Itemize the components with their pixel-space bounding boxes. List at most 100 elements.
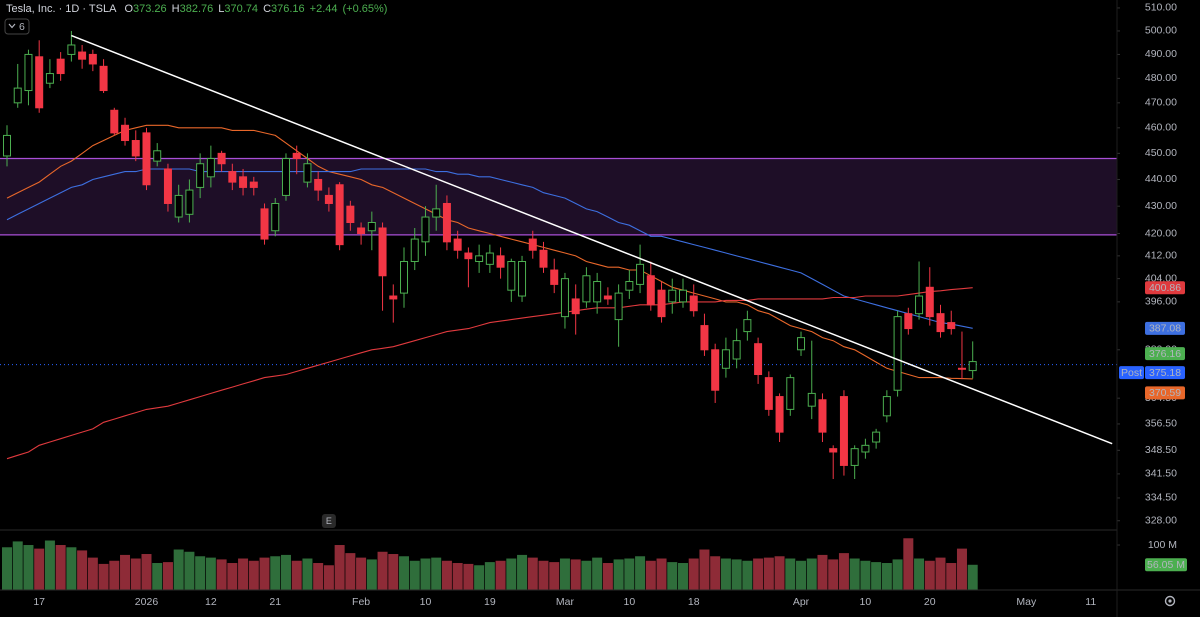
x-tick-label: 17 xyxy=(33,596,45,608)
volume-bar xyxy=(667,562,678,590)
volume-bar xyxy=(699,549,710,590)
gear[interactable] xyxy=(1164,595,1176,607)
volume-bar xyxy=(227,563,238,590)
volume-bar xyxy=(216,559,227,590)
volume-tick-label: 100 M xyxy=(1148,539,1177,551)
ohlc-value: 376.16 xyxy=(271,3,305,15)
title: Tesla, Inc. · 1D · TSLA xyxy=(6,3,117,15)
y-tick-label: 490.00 xyxy=(1145,48,1177,60)
volume-bar xyxy=(280,554,291,590)
volume-bar xyxy=(581,560,592,590)
x-tick-label: Apr xyxy=(793,596,810,608)
volume-bar xyxy=(806,558,817,590)
volume-bar xyxy=(602,563,613,590)
volume-bar xyxy=(388,554,399,590)
candle-body xyxy=(625,281,634,291)
volume-bar xyxy=(205,557,216,590)
candle-body xyxy=(453,238,462,251)
candle-body xyxy=(721,349,730,369)
y-tick-label: 480.00 xyxy=(1145,72,1177,84)
candle-body xyxy=(496,255,505,268)
candle-body xyxy=(818,399,827,433)
indicator-toggle[interactable]: 6 xyxy=(4,18,30,35)
candle-body xyxy=(829,448,838,453)
change-label: +2.44 xyxy=(310,3,338,15)
volume-bar xyxy=(323,565,334,590)
candle-body xyxy=(947,322,956,330)
candle-body xyxy=(582,275,591,303)
volume-bar xyxy=(259,557,270,590)
ma-badge-bg xyxy=(1145,321,1185,335)
candle-body xyxy=(110,109,119,134)
x-tick-label: 2026 xyxy=(135,596,159,608)
candle-body xyxy=(807,392,816,407)
candle-body xyxy=(528,238,537,251)
candle-body xyxy=(367,222,376,232)
candle-body xyxy=(904,313,913,330)
y-tick-label: 328.00 xyxy=(1145,515,1177,527)
ma-badge: 370.59 xyxy=(1149,387,1181,399)
volume-bar xyxy=(946,563,957,590)
post-badge: 375.18 xyxy=(1149,367,1181,379)
candle-body xyxy=(560,278,569,318)
candle-body xyxy=(260,208,269,240)
candle-body xyxy=(700,325,709,351)
candle-body xyxy=(271,202,280,232)
volume-bar xyxy=(291,560,302,590)
candle-body xyxy=(775,396,784,433)
settings-icon[interactable] xyxy=(1164,595,1176,607)
candle-body xyxy=(421,216,430,243)
volume-bar xyxy=(77,550,88,590)
plot: 510.00 500.00 490.00 480.00 470.00 460.00 450.… xyxy=(0,2,1187,608)
volume-bar xyxy=(774,556,785,590)
candle-body xyxy=(249,181,258,188)
volume-bar xyxy=(710,556,721,590)
candle-body xyxy=(3,134,11,157)
moving-average xyxy=(6,287,973,460)
candle-body xyxy=(614,292,623,321)
volume-bar xyxy=(334,545,345,590)
volume-bar xyxy=(44,540,55,590)
header: Tesla, Inc. · 1D · TSLA O373.26 H382.76 L37… xyxy=(6,3,387,15)
volume-bar xyxy=(12,541,23,590)
volume-bar xyxy=(624,558,635,590)
candle-body xyxy=(925,286,934,318)
volume-bar xyxy=(452,563,463,590)
y-tick-label: 460.00 xyxy=(1145,122,1177,134)
y-tick-label: 500.00 xyxy=(1145,25,1177,37)
candle-body xyxy=(754,343,763,376)
close-badge: 376.16 xyxy=(1149,348,1181,360)
chevron[interactable] xyxy=(8,23,16,29)
volume-bar xyxy=(613,559,624,590)
volume-bar xyxy=(270,556,281,590)
volume-bar xyxy=(98,563,109,590)
y-tick-label: 341.50 xyxy=(1145,468,1177,480)
candle-body xyxy=(882,396,891,417)
candle-body xyxy=(163,168,172,204)
volume-bar xyxy=(130,558,141,590)
candle-body xyxy=(657,289,666,318)
candle-body xyxy=(968,361,977,372)
moving-average xyxy=(6,124,973,380)
candle-body xyxy=(121,124,130,142)
post-tag: Post xyxy=(1121,367,1142,379)
volume-bar xyxy=(120,554,131,590)
y-tick-label: 420.00 xyxy=(1145,227,1177,239)
candle-body xyxy=(346,205,355,224)
ohlc-value: 382.76 xyxy=(180,3,214,15)
candle-body xyxy=(636,263,645,285)
candle-body xyxy=(893,316,902,391)
volume-bar xyxy=(366,559,377,590)
gear-hub[interactable] xyxy=(1168,599,1172,603)
volume-bar xyxy=(506,558,517,590)
volume-bar xyxy=(656,558,667,590)
candle-body xyxy=(174,194,183,218)
volume-bar xyxy=(849,558,860,590)
candle-body xyxy=(67,44,76,55)
x-tick-label: Feb xyxy=(352,596,370,608)
candle-body xyxy=(239,176,248,188)
indicator-box[interactable] xyxy=(4,18,30,35)
volume-bar xyxy=(538,560,549,590)
candle-body xyxy=(764,377,773,410)
y-tick-label: 450.00 xyxy=(1145,147,1177,159)
